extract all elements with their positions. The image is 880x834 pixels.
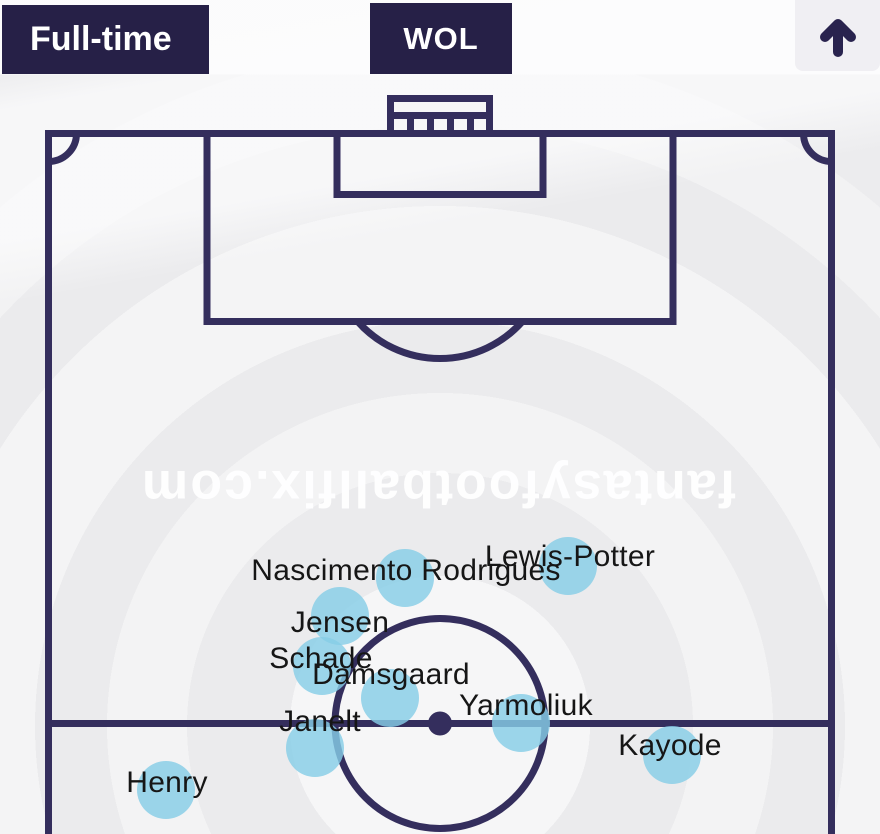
center-spot [428,711,452,736]
player-label: Janelt [279,705,361,738]
player-dot[interactable] [311,587,369,645]
player-dot[interactable] [293,637,351,695]
player-label: Schade [269,642,373,675]
player-label: Yarmoliuk [459,689,593,722]
player-label: Jensen [290,606,390,639]
fulltime-status-badge: Full-time [2,5,209,74]
player-dots-layer [137,537,701,819]
player-label: Lewis-Potter [484,540,656,573]
player-dot[interactable] [539,537,597,595]
player-dot[interactable] [492,694,550,752]
player-dot[interactable] [376,549,434,607]
team-badge-label: WOL [403,20,479,56]
player-dot[interactable] [361,669,419,727]
player-label: Henry [126,766,208,799]
fulltime-status-label: Full-time [30,20,172,58]
player-label: Nascimento Rodrigues [251,554,561,587]
player-dot[interactable] [643,726,701,784]
player-label: Kayode [618,729,722,762]
player-dot[interactable] [137,761,195,819]
player-label: Damsgaard [312,658,470,691]
player-dot[interactable] [286,719,344,777]
scroll-to-top-button[interactable] [795,0,880,71]
up-arrow-icon [819,18,856,57]
goal-icon [387,95,493,137]
team-badge: WOL [370,3,512,74]
